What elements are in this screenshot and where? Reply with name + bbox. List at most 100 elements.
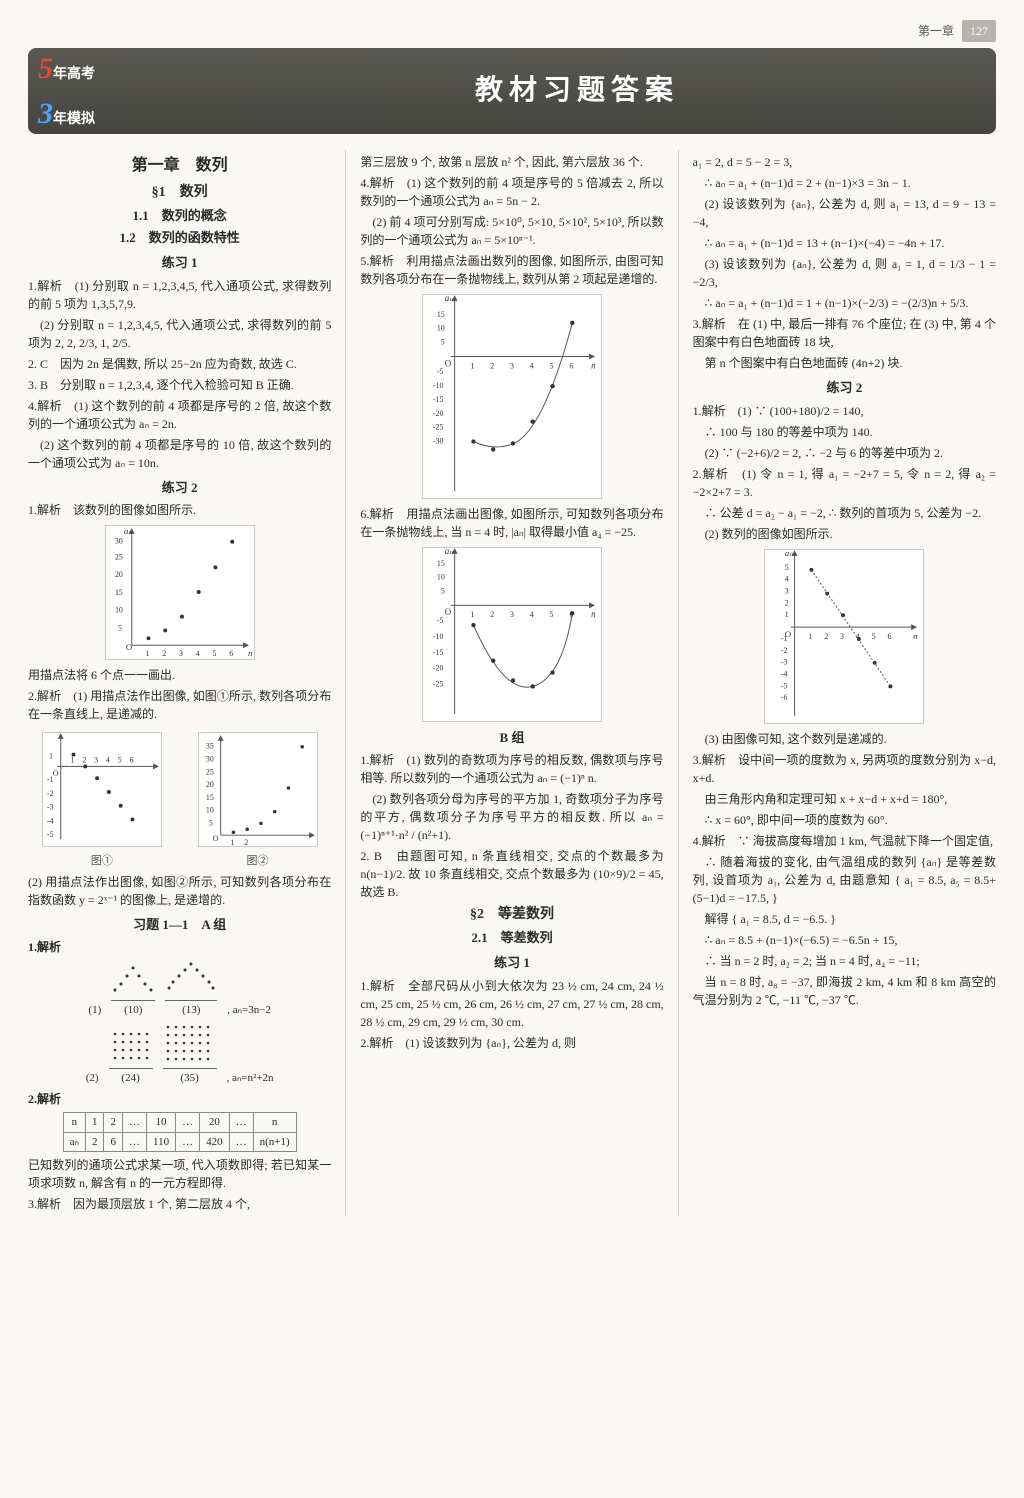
banner-title: 教材习题答案 <box>158 70 996 112</box>
column-3: a₁ = 2, d = 5 − 2 = 3, ∴ aₙ = a₁ + (n−1)… <box>678 150 996 1216</box>
section-2-title: §2 等差数列 <box>360 904 663 925</box>
answer-text: (2) 数列各项分母为序号的平方加 1, 奇数项分子为序号的平方, 偶数项分子为… <box>360 790 663 844</box>
svg-text:2: 2 <box>244 838 248 847</box>
answer-label: 1.解析 <box>28 938 331 956</box>
answer-text: 1.解析 全部尺码从小到大依次为 23 ½ cm, 24 cm, 24 ½ cm… <box>360 977 663 1031</box>
svg-text:10: 10 <box>437 573 445 582</box>
table-cell: 6 <box>104 1132 123 1152</box>
dot-count: (24) <box>109 1068 153 1087</box>
svg-text:n: n <box>591 609 596 619</box>
practice-1-heading: 练习 1 <box>360 953 663 973</box>
graph-pair: O 1 123 456 -1-2-3 -4-5 <box>28 726 331 870</box>
table-cell: n <box>253 1113 296 1133</box>
svg-text:2: 2 <box>785 598 789 607</box>
svg-text:3: 3 <box>840 631 844 640</box>
svg-text:35: 35 <box>205 742 213 751</box>
answer-text: 6.解析 用描点法画出图像, 如图所示, 可知数列各项分布在一条抛物线上, 当 … <box>360 505 663 541</box>
table-cell: aₙ <box>63 1132 85 1152</box>
svg-text:4: 4 <box>106 755 110 764</box>
svg-text:10: 10 <box>205 806 213 815</box>
svg-text:O: O <box>53 769 59 778</box>
svg-text:aₙ: aₙ <box>445 547 453 556</box>
answer-text: 第 n 个图案中有白色地面砖 (4n+2) 块. <box>693 354 996 372</box>
svg-text:4: 4 <box>785 574 789 583</box>
answer-text: 第三层放 9 个, 故第 n 层放 n² 个, 因此, 第六层放 36 个. <box>360 153 663 171</box>
answer-text: (2) 分别取 n = 1,2,3,4,5, 代入通项公式, 求得数列的前 5 … <box>28 316 331 352</box>
subsection-2-1: 2.1 等差数列 <box>360 928 663 948</box>
svg-text:5: 5 <box>212 649 216 658</box>
svg-text:-5: -5 <box>437 367 444 376</box>
answer-text: 当 n = 8 时, a₈ = −37, 即海拔 2 km, 4 km 和 8 … <box>693 973 996 1009</box>
answer-text: ∴ aₙ = a₁ + (n−1)d = 13 + (n−1)×(−4) = −… <box>693 234 996 252</box>
table-cell: … <box>176 1132 200 1152</box>
svg-text:1: 1 <box>785 610 789 619</box>
scatter-chart-1: O aₙ n 51015 202530 123 456 <box>105 525 255 660</box>
answer-text: 2.解析 (1) 令 n = 1, 得 a₁ = −2+7 = 5, 令 n =… <box>693 465 996 501</box>
svg-text:-1: -1 <box>781 633 788 642</box>
svg-text:-20: -20 <box>433 409 444 418</box>
section-title: §1 数列 <box>28 182 331 203</box>
chapter-label: 第一章 <box>918 22 954 40</box>
answer-text: (3) 由图像可知, 这个数列是递减的. <box>693 730 996 748</box>
answer-text: 由三角形内角和定理可知 x + x−d + x+d = 180°, <box>693 790 996 808</box>
svg-text:20: 20 <box>205 780 213 789</box>
answer-text: (2) 用描点法作出图像, 如图②所示, 可知数列各项分布在指数函数 y = 2… <box>28 873 331 909</box>
column-2: 第三层放 9 个, 故第 n 层放 n² 个, 因此, 第六层放 36 个. 4… <box>345 150 663 1216</box>
svg-text:1: 1 <box>809 631 813 640</box>
svg-text:aₙ: aₙ <box>445 294 453 303</box>
svg-text:-5: -5 <box>47 830 54 839</box>
answer-text: ∴ aₙ = a₁ + (n−1)d = 2 + (n−1)×3 = 3n − … <box>693 174 996 192</box>
scatter-chart-2a: O 1 123 456 -1-2-3 -4-5 <box>42 732 162 847</box>
answer-text: (3) 设该数列为 {aₙ}, 公差为 d, 则 a₁ = 1, d = 1/3… <box>693 255 996 291</box>
dot-figure: (10) <box>111 964 155 1018</box>
answer-text: 3.解析 设中间一项的度数为 x, 另两项的度数分别为 x−d, x+d. <box>693 751 996 787</box>
page-container: 第一章 127 5 年高考 3 年模拟 教材习题答案 第一章 数列 §1 数列 … <box>0 0 1024 1498</box>
svg-text:-6: -6 <box>781 693 788 702</box>
answer-label: 2.解析 <box>28 1090 331 1108</box>
svg-text:-25: -25 <box>433 423 444 432</box>
dot-diagram-row: (2) (24) <box>28 1022 331 1086</box>
svg-text:-30: -30 <box>433 436 444 445</box>
svg-text:-20: -20 <box>433 664 444 673</box>
dot-figure: (24) <box>109 1028 153 1086</box>
answer-text: 3. B 分别取 n = 1,2,3,4, 逐个代入检验可知 B 正确. <box>28 376 331 394</box>
dot-count: (35) <box>163 1068 217 1087</box>
logo-three: 3 <box>38 91 53 134</box>
scatter-chart-4: O aₙ n 51015 -5-10-15 -20-25 123 456 <box>422 547 602 722</box>
svg-text:-2: -2 <box>781 645 788 654</box>
svg-text:4: 4 <box>530 361 534 370</box>
svg-text:1: 1 <box>470 361 474 370</box>
svg-text:-4: -4 <box>781 669 788 678</box>
svg-text:aₙ: aₙ <box>124 526 132 536</box>
svg-text:O: O <box>445 358 452 368</box>
content-columns: 第一章 数列 §1 数列 1.1 数列的概念 1.2 数列的函数特性 练习 1 … <box>28 150 996 1216</box>
svg-text:5: 5 <box>785 562 789 571</box>
svg-text:4: 4 <box>195 649 199 658</box>
logo-bottom-text: 年模拟 <box>53 109 95 130</box>
table-cell: 2 <box>104 1113 123 1133</box>
group-b-heading: B 组 <box>360 728 663 748</box>
svg-text:6: 6 <box>229 649 233 658</box>
diagram-formula: , aₙ=3n−2 <box>227 1002 271 1019</box>
page-header: 第一章 127 <box>28 20 996 48</box>
svg-text:-15: -15 <box>433 648 444 657</box>
dot-count: (10) <box>111 1000 155 1019</box>
svg-text:3: 3 <box>510 610 514 619</box>
svg-text:n: n <box>913 630 918 640</box>
answer-text: 1.解析 该数列的图像如图所示. <box>28 501 331 519</box>
subsection-1-2: 1.2 数列的函数特性 <box>28 228 331 248</box>
answer-text: 2.解析 (1) 用描点法作出图像, 如图①所示, 数列各项分布在一条直线上, … <box>28 687 331 723</box>
answer-text: (2) 这个数列的前 4 项都是序号的 10 倍, 故这个数列的一个通项公式为 … <box>28 436 331 472</box>
answer-text: a₁ = 2, d = 5 − 2 = 3, <box>693 153 996 171</box>
svg-text:1: 1 <box>145 649 149 658</box>
svg-text:3: 3 <box>94 755 98 764</box>
table-cell: 1 <box>85 1113 104 1133</box>
svg-text:1: 1 <box>49 752 53 761</box>
answer-text: 5.解析 利用描点法画出数列的图像, 如图所示, 由图可知数列各项分布在一条抛物… <box>360 252 663 288</box>
svg-text:-3: -3 <box>781 657 788 666</box>
scatter-chart-3: O aₙ n 51015 -5-10-15 -20-25-30 123 456 <box>422 294 602 499</box>
svg-text:6: 6 <box>129 755 133 764</box>
svg-text:O: O <box>125 642 132 652</box>
answer-text: 解得 { a₁ = 8.5, d = −6.5. } <box>693 910 996 928</box>
table-cell: … <box>229 1113 253 1133</box>
